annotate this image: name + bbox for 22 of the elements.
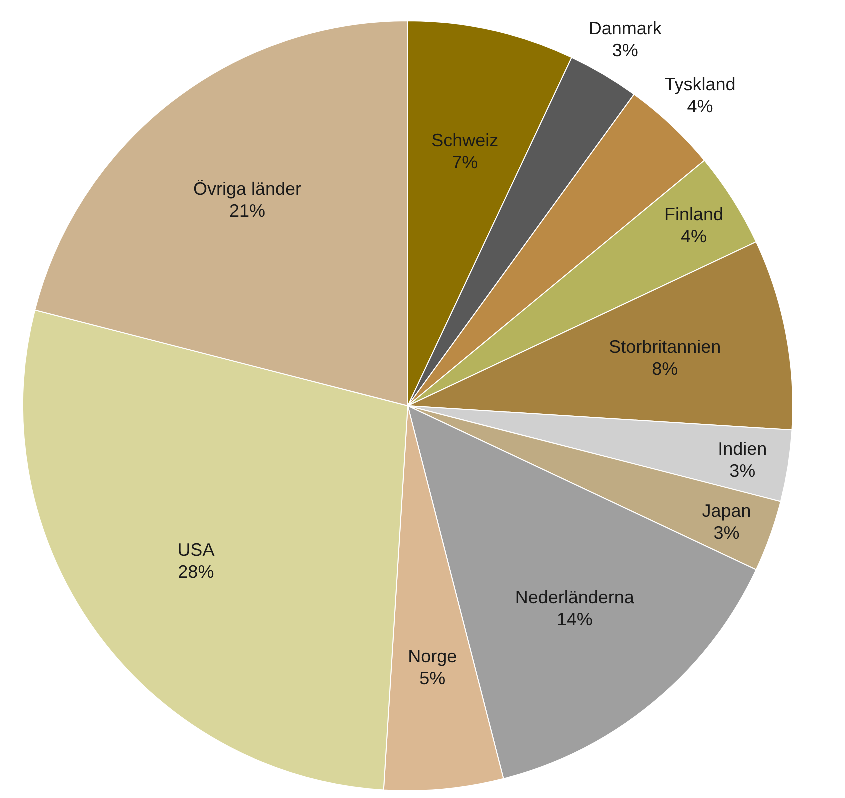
slice-label: Tyskland	[664, 74, 736, 95]
data-label: 3%	[730, 461, 756, 481]
slice-label: Övriga länder	[194, 179, 302, 200]
slice-label: Japan	[702, 500, 752, 521]
slice-label: Storbritannien	[609, 336, 722, 357]
slice-label: Nederländerna	[515, 588, 636, 608]
slice-label: Schweiz	[432, 130, 499, 151]
data-label: 4%	[687, 96, 714, 117]
data-label: 3%	[714, 522, 740, 543]
slice-label: USA	[178, 540, 215, 560]
slice-label: Indien	[718, 439, 768, 459]
data-label: 3%	[612, 40, 638, 60]
slice-label: Finland	[664, 204, 724, 224]
data-label: 14%	[556, 610, 593, 630]
slice-label: Norge	[408, 646, 458, 667]
data-label: 4%	[681, 226, 708, 246]
data-label: 21%	[230, 201, 266, 222]
data-label: 5%	[420, 668, 446, 689]
slice-label: Danmark	[588, 18, 663, 38]
data-label: 7%	[452, 152, 478, 173]
data-label: 8%	[652, 358, 678, 379]
data-label: 28%	[178, 562, 214, 582]
